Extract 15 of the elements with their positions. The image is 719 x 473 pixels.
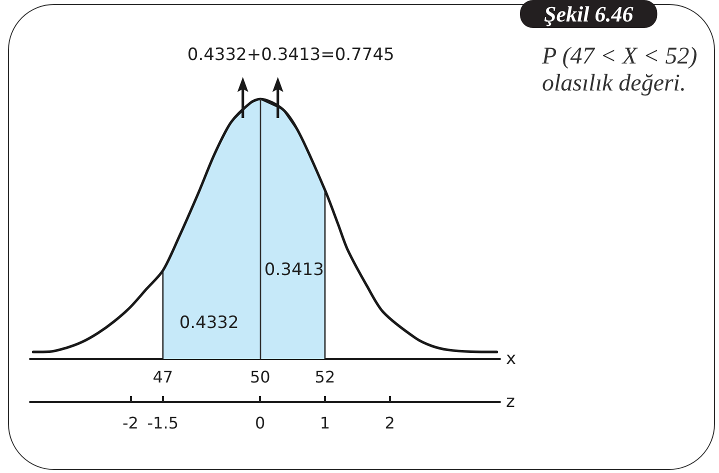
x-tick-label: 47 — [152, 368, 174, 386]
annotation: 0.3413 — [264, 260, 324, 280]
x2-tick-label: 2 — [384, 414, 395, 432]
x-tick-label: 52 — [314, 368, 336, 386]
annotation: 0.4332 — [179, 313, 239, 334]
x2-axis-title: z — [506, 392, 515, 412]
text: Şekil 6.46 — [544, 2, 634, 26]
text: 0.4332+0.3413=0.7745 — [187, 45, 394, 65]
x2-tick-label: 1 — [320, 414, 330, 432]
x2-tick-label: -2 — [122, 414, 138, 432]
x2-tick-label: 0 — [255, 414, 266, 432]
x-tick-label: 50 — [250, 368, 270, 386]
text: P (47 < X < 52) olasılık değeri. — [541, 44, 698, 96]
x-axis-title: x — [506, 349, 516, 369]
x2-tick-label: -1.5 — [147, 414, 179, 432]
